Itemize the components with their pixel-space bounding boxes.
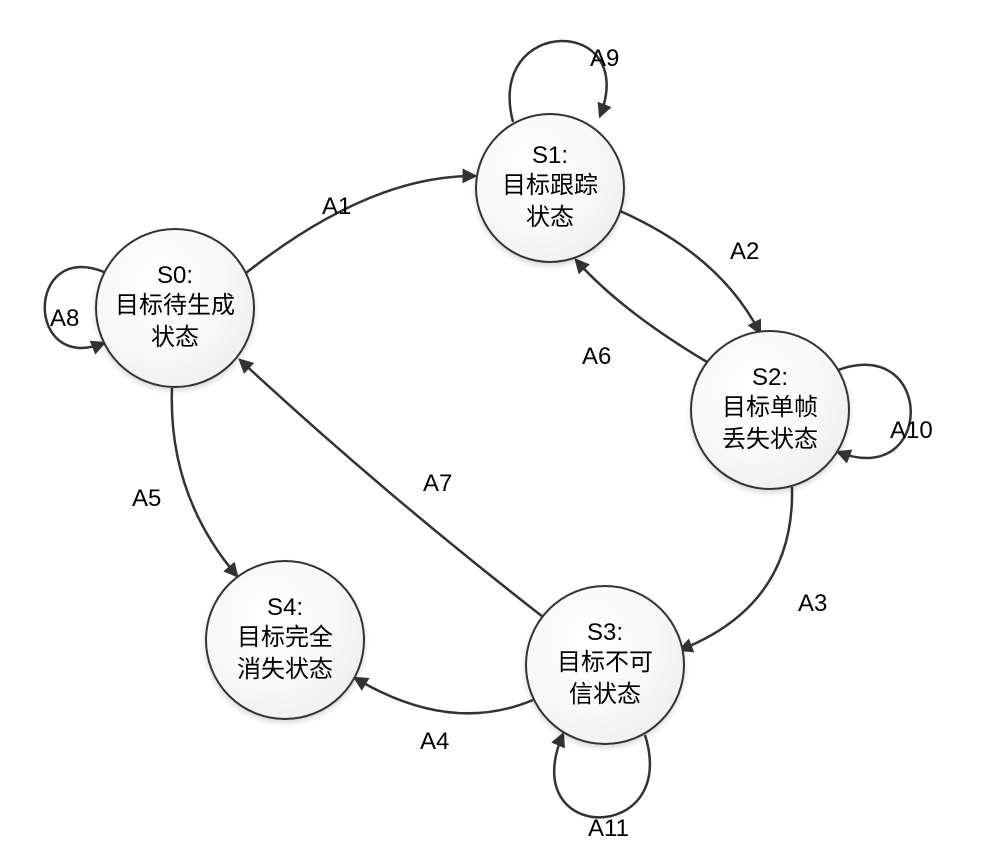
edge-a1 xyxy=(246,176,475,273)
node-id-label: S3: xyxy=(587,619,623,647)
node-text-label: 目标单帧丢失状态 xyxy=(722,392,818,457)
node-text-label: 目标完全消失状态 xyxy=(237,622,333,687)
state-node-s4: S4:目标完全消失状态 xyxy=(205,560,365,720)
edge-label-a7: A7 xyxy=(423,470,452,498)
edge-label-a10: A10 xyxy=(890,417,933,445)
node-id-label: S1: xyxy=(532,142,568,170)
edge-label-a9: A9 xyxy=(590,45,619,73)
edge-a11 xyxy=(554,734,650,817)
node-id-label: S0: xyxy=(157,262,193,290)
node-id-label: S2: xyxy=(752,364,788,392)
edge-label-a3: A3 xyxy=(798,590,827,618)
edge-a5 xyxy=(172,388,237,576)
state-node-s3: S3:目标不可信状态 xyxy=(525,585,685,745)
edge-a3 xyxy=(680,487,792,650)
edge-label-a5: A5 xyxy=(132,485,161,513)
node-text-label: 目标不可信状态 xyxy=(557,647,653,712)
edge-label-a2: A2 xyxy=(730,238,759,266)
edge-label-a4: A4 xyxy=(420,728,449,756)
state-node-s2: S2:目标单帧丢失状态 xyxy=(690,330,850,490)
edge-label-a11: A11 xyxy=(588,815,629,843)
edge-a2 xyxy=(620,211,760,333)
node-text-label: 目标待生成状态 xyxy=(115,290,235,355)
edge-label-a6: A6 xyxy=(582,343,611,371)
node-text-label: 目标跟踪状态 xyxy=(502,170,598,235)
state-node-s0: S0:目标待生成状态 xyxy=(95,228,255,388)
edge-layer xyxy=(0,0,1000,866)
edge-label-a8: A8 xyxy=(50,305,79,333)
state-node-s1: S1:目标跟踪状态 xyxy=(475,113,625,263)
node-id-label: S4: xyxy=(267,594,303,622)
edge-a4 xyxy=(355,678,533,713)
edge-label-a1: A1 xyxy=(322,193,351,221)
